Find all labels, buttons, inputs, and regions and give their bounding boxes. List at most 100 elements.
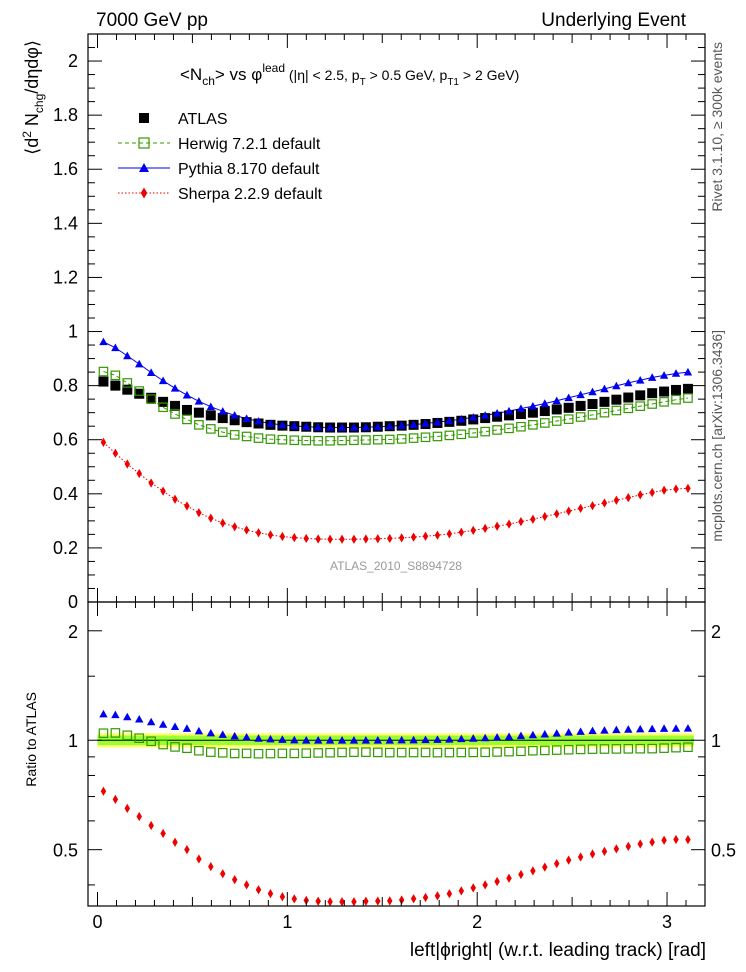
point-atlas (170, 400, 181, 411)
point-sherpa-2-2-9-default (148, 478, 154, 488)
ratio-point-sherpa-2-2-9-default (375, 896, 381, 906)
ratio-point-sherpa-2-2-9-default (530, 866, 536, 876)
ratio-point-sherpa-2-2-9-default (387, 896, 393, 906)
ratio-point-sherpa-2-2-9-default (446, 889, 453, 899)
point-pythia-8-170-default (480, 411, 490, 419)
series-markers (98, 337, 693, 906)
ratio-point-sherpa-2-2-9-default (267, 888, 274, 899)
ratio-point-sherpa-2-2-9-default (494, 876, 500, 887)
ratio-point-herwig-7-2-1-default (468, 747, 479, 758)
point-sherpa-2-2-9-default (601, 498, 608, 508)
ratio-point-herwig-7-2-1-default (480, 747, 490, 758)
legend-label: Pythia 8.170 default (178, 161, 320, 178)
point-herwig-7-2-1-default (444, 430, 455, 441)
point-pythia-8-170-default (647, 373, 657, 381)
x-tick-label: 3 (662, 912, 672, 932)
x-tick-label: 1 (282, 912, 292, 932)
point-atlas (659, 386, 670, 397)
ratio-y-axis-label: Ratio to ATLAS (23, 692, 39, 787)
ratio-point-herwig-7-2-1-default (575, 744, 586, 755)
point-pythia-8-170-default (504, 406, 514, 415)
ratio-point-pythia-8-170-default (659, 724, 669, 732)
point-pythia-8-170-default (397, 421, 406, 429)
point-sherpa-2-2-9-default (649, 487, 655, 498)
ratio-point-sherpa-2-2-9-default (422, 892, 429, 903)
ratio-point-herwig-7-2-1-default (158, 739, 168, 750)
point-sherpa-2-2-9-default (530, 514, 536, 524)
legend-label: Sherpa 2.2.9 default (178, 186, 323, 203)
point-herwig-7-2-1-default (563, 414, 574, 424)
point-atlas (539, 406, 550, 417)
ratio-point-herwig-7-2-1-default (301, 748, 312, 758)
point-pythia-8-170-default (492, 409, 502, 417)
point-herwig-7-2-1-default (647, 399, 657, 409)
point-sherpa-2-2-9-default (339, 534, 345, 544)
point-herwig-7-2-1-default (396, 434, 407, 444)
ratio-point-herwig-7-2-1-default (361, 747, 371, 757)
point-pythia-8-170-default (636, 376, 645, 384)
point-pythia-8-170-default (445, 416, 454, 425)
point-pythia-8-170-default (552, 396, 561, 405)
point-pythia-8-170-default (206, 402, 216, 411)
point-sherpa-2-2-9-default (351, 534, 357, 544)
ratio-tick-label: 1 (68, 731, 78, 751)
x-tick-label: 0 (92, 912, 102, 932)
y-tick-label: 0.2 (53, 538, 78, 558)
point-sherpa-2-2-9-default (422, 531, 429, 541)
point-pythia-8-170-default (576, 390, 585, 399)
series-lines (103, 341, 689, 540)
ratio-point-herwig-7-2-1-default (110, 728, 121, 738)
point-sherpa-2-2-9-default (363, 534, 369, 544)
ratio-point-herwig-7-2-1-default (134, 733, 145, 743)
ratio-point-sherpa-2-2-9-default (637, 839, 643, 849)
point-pythia-8-170-default (254, 417, 263, 425)
ratio-point-sherpa-2-2-9-default (470, 883, 476, 893)
point-herwig-7-2-1-default (599, 407, 610, 418)
y-tick-label: 1 (68, 322, 78, 342)
point-herwig-7-2-1-default (98, 366, 109, 377)
ratio-point-pythia-8-170-default (111, 710, 120, 719)
ratio-point-herwig-7-2-1-default (265, 748, 276, 759)
ratio-point-sherpa-2-2-9-default (458, 886, 465, 896)
point-herwig-7-2-1-default (575, 412, 586, 422)
point-sherpa-2-2-9-default (398, 533, 405, 543)
point-herwig-7-2-1-default (170, 409, 180, 419)
ratio-point-sherpa-2-2-9-default (255, 885, 262, 895)
point-sherpa-2-2-9-default (518, 517, 524, 527)
point-sherpa-2-2-9-default (220, 518, 226, 528)
axis-ticks (88, 34, 705, 906)
ratio-point-pythia-8-170-default (433, 735, 442, 743)
ratio-point-sherpa-2-2-9-default (542, 862, 548, 872)
ratio-point-herwig-7-2-1-default (444, 747, 455, 758)
ratio-point-sherpa-2-2-9-default (172, 837, 178, 847)
point-pythia-8-170-default (158, 376, 168, 385)
point-pythia-8-170-default (385, 421, 394, 430)
point-pythia-8-170-default (230, 411, 239, 419)
legend: ATLAS Herwig 7.2.1 default Pythia 8.170 de… (118, 111, 323, 203)
ratio-point-herwig-7-2-1-default (623, 744, 634, 754)
ratio-point-sherpa-2-2-9-default (518, 869, 524, 880)
ratio-point-pythia-8-170-default (158, 720, 168, 728)
point-herwig-7-2-1-default (158, 402, 168, 413)
ratio-point-herwig-7-2-1-default (384, 747, 395, 758)
legend-entry: ATLAS (139, 111, 228, 128)
point-pythia-8-170-default (266, 419, 275, 427)
ratio-tick-label-right: 0.5 (711, 841, 736, 861)
ratio-tick-label: 2 (68, 622, 78, 642)
ratio-point-herwig-7-2-1-default (241, 748, 252, 759)
ratio-point-herwig-7-2-1-default (659, 743, 669, 753)
point-atlas (587, 399, 598, 410)
point-sherpa-2-2-9-default (255, 528, 262, 538)
point-herwig-7-2-1-default (337, 435, 347, 446)
point-sherpa-2-2-9-default (231, 522, 238, 532)
ratio-point-sherpa-2-2-9-default (554, 858, 560, 869)
ratio-point-sherpa-2-2-9-default (506, 873, 512, 883)
point-sherpa-2-2-9-default (446, 529, 453, 539)
point-herwig-7-2-1-default (241, 431, 252, 442)
ratio-point-pythia-8-170-default (576, 727, 585, 735)
point-pythia-8-170-default (337, 423, 347, 431)
ratio-point-herwig-7-2-1-default (325, 747, 335, 758)
y-tick-label: 1.4 (53, 213, 78, 233)
point-sherpa-2-2-9-default (494, 521, 500, 531)
point-pythia-8-170-default (99, 337, 108, 346)
